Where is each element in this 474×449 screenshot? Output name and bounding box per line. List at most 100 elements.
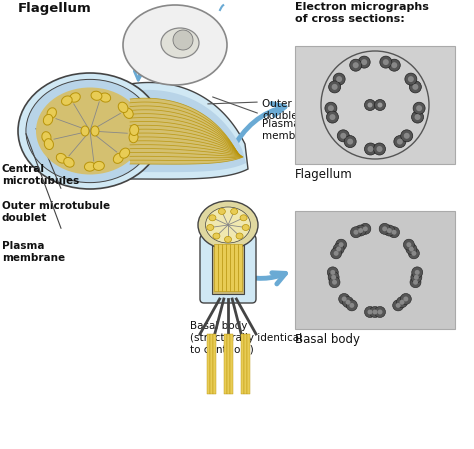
Circle shape	[405, 73, 417, 85]
Bar	[235, 244, 238, 291]
Circle shape	[367, 146, 374, 152]
Text: Basal body: Basal body	[295, 333, 360, 346]
Circle shape	[409, 248, 419, 259]
Circle shape	[413, 280, 418, 285]
Circle shape	[373, 309, 377, 314]
Ellipse shape	[130, 124, 139, 136]
Circle shape	[387, 228, 392, 233]
Bar	[222, 244, 227, 291]
Ellipse shape	[93, 161, 104, 171]
Ellipse shape	[242, 224, 249, 230]
Bar	[212, 239, 244, 294]
Circle shape	[416, 105, 422, 111]
Circle shape	[338, 294, 350, 304]
Ellipse shape	[129, 132, 138, 143]
Ellipse shape	[91, 126, 99, 136]
Ellipse shape	[56, 154, 67, 163]
Circle shape	[411, 251, 416, 256]
Ellipse shape	[119, 148, 130, 158]
Ellipse shape	[209, 215, 216, 221]
Circle shape	[328, 81, 341, 93]
Bar	[227, 244, 230, 291]
Circle shape	[374, 307, 385, 317]
Circle shape	[330, 270, 335, 275]
Circle shape	[333, 73, 345, 85]
Circle shape	[349, 303, 355, 308]
Circle shape	[328, 105, 334, 111]
Ellipse shape	[62, 96, 72, 106]
Circle shape	[374, 143, 385, 155]
Circle shape	[336, 247, 341, 251]
Circle shape	[173, 30, 193, 50]
Circle shape	[410, 277, 421, 288]
Circle shape	[412, 84, 419, 90]
Circle shape	[410, 81, 421, 93]
Circle shape	[392, 300, 404, 311]
Circle shape	[332, 84, 337, 90]
Text: Electron micrographs
of cross sections:: Electron micrographs of cross sections:	[295, 2, 429, 24]
Circle shape	[327, 111, 338, 123]
Ellipse shape	[70, 93, 80, 102]
Circle shape	[392, 230, 397, 235]
Ellipse shape	[161, 28, 199, 58]
Text: Flagellum: Flagellum	[18, 2, 92, 15]
Bar	[230, 244, 235, 291]
Circle shape	[344, 136, 356, 148]
Circle shape	[401, 294, 411, 304]
Bar	[227, 334, 230, 394]
Circle shape	[380, 56, 392, 68]
Circle shape	[383, 59, 389, 65]
Bar	[247, 334, 250, 394]
Ellipse shape	[198, 201, 258, 249]
Bar	[210, 334, 213, 394]
Ellipse shape	[43, 114, 53, 125]
Circle shape	[415, 270, 420, 275]
Text: Central
microtubules: Central microtubules	[2, 164, 79, 185]
Circle shape	[377, 309, 383, 314]
Bar	[238, 244, 243, 291]
Circle shape	[367, 102, 373, 107]
Circle shape	[346, 299, 350, 305]
Circle shape	[343, 297, 354, 308]
Ellipse shape	[36, 88, 144, 175]
Circle shape	[338, 242, 344, 247]
Circle shape	[337, 130, 349, 142]
Circle shape	[370, 307, 381, 317]
Circle shape	[403, 239, 414, 250]
Bar	[219, 244, 222, 291]
Text: Outer microtubule
doublet: Outer microtubule doublet	[262, 99, 358, 121]
Circle shape	[332, 280, 337, 285]
Ellipse shape	[219, 208, 225, 215]
Ellipse shape	[26, 79, 154, 183]
Polygon shape	[130, 90, 246, 172]
Circle shape	[396, 297, 408, 308]
Bar	[244, 334, 247, 394]
Circle shape	[379, 223, 390, 234]
Circle shape	[354, 230, 358, 235]
Circle shape	[336, 76, 342, 82]
Circle shape	[397, 139, 403, 145]
Ellipse shape	[42, 132, 51, 142]
Circle shape	[408, 76, 414, 82]
Ellipse shape	[124, 108, 133, 119]
Circle shape	[412, 267, 423, 278]
Circle shape	[404, 133, 410, 139]
Ellipse shape	[18, 73, 162, 189]
Circle shape	[394, 136, 406, 148]
Circle shape	[388, 59, 400, 71]
Circle shape	[401, 130, 413, 142]
Ellipse shape	[84, 162, 95, 171]
Circle shape	[396, 303, 401, 308]
Circle shape	[329, 277, 340, 288]
Circle shape	[377, 102, 383, 107]
Text: Flagellum: Flagellum	[295, 168, 353, 181]
Text: Basal body
(structurally identical
to centriole): Basal body (structurally identical to ce…	[190, 321, 302, 354]
Circle shape	[331, 248, 342, 259]
Circle shape	[333, 243, 344, 255]
Ellipse shape	[236, 233, 243, 239]
Bar	[207, 334, 210, 394]
Circle shape	[350, 227, 362, 238]
Bar	[224, 334, 227, 394]
Circle shape	[358, 228, 363, 233]
Circle shape	[400, 299, 404, 305]
